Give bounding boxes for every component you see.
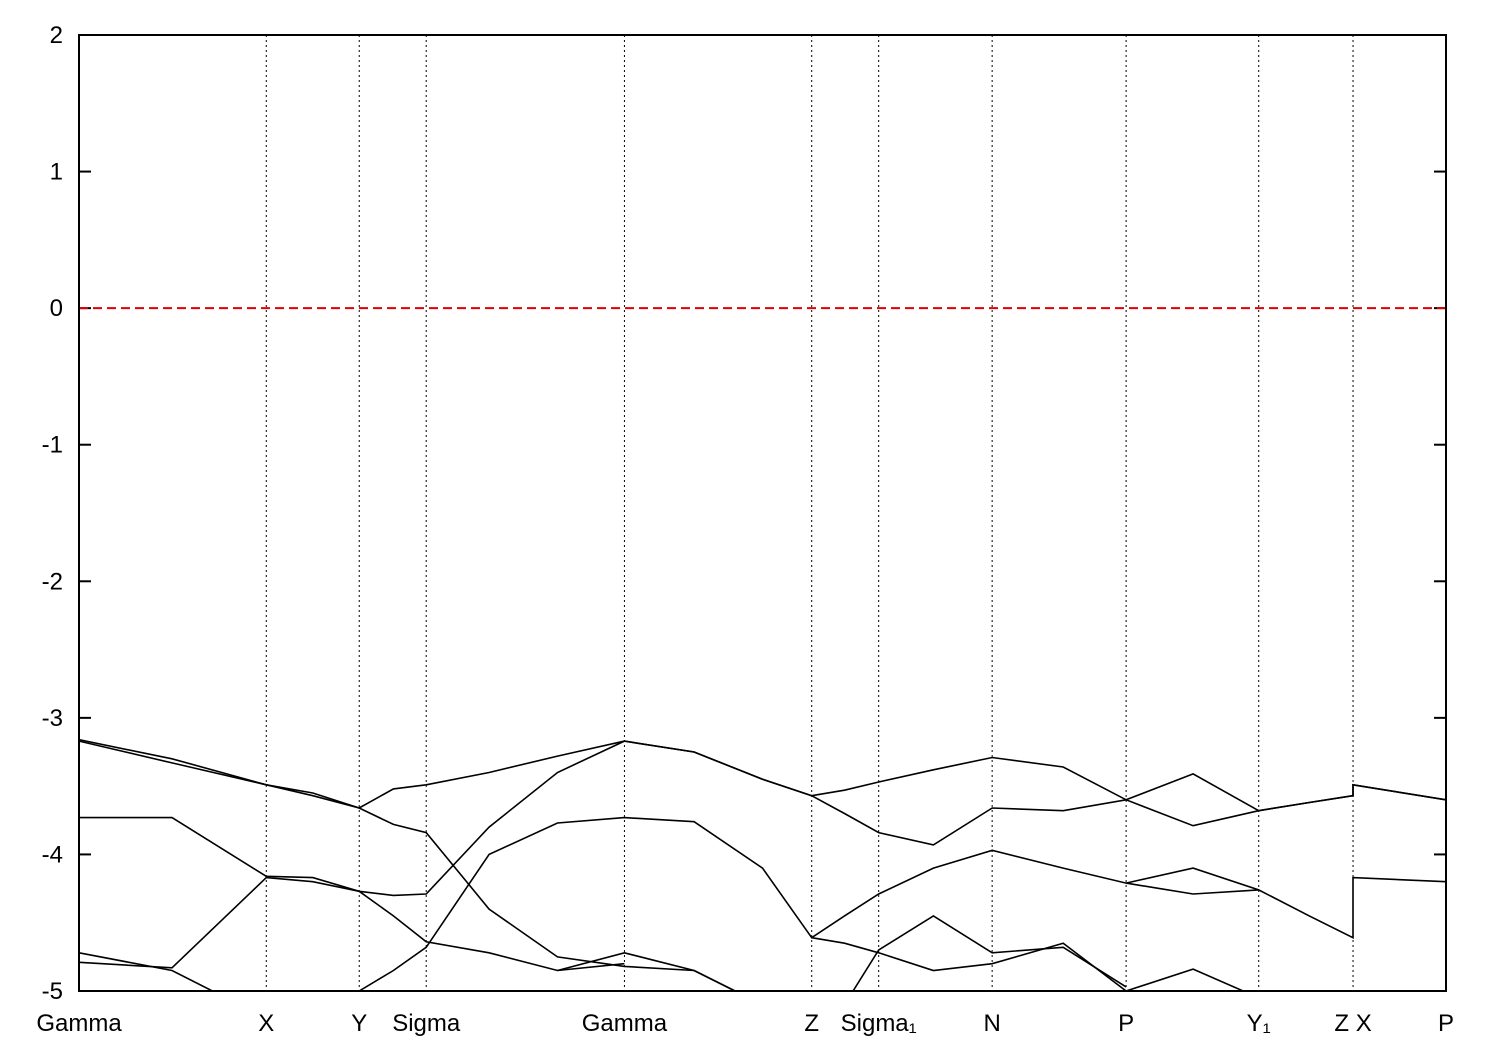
x-tick-label: X: [258, 1010, 274, 1037]
band-line: [79, 951, 737, 991]
x-tick-label: P: [1118, 1010, 1134, 1037]
y-tick-label: -5: [42, 978, 63, 1005]
x-tick-label: Gamma: [582, 1010, 668, 1037]
plot-area: [79, 738, 1446, 991]
x-tick-label: Z X: [1334, 1010, 1371, 1037]
x-tick-label: P: [1438, 1010, 1454, 1037]
y-tick-label: -2: [42, 568, 63, 595]
band-line: [852, 914, 1127, 991]
band-line: [79, 738, 1446, 812]
band-line: [358, 816, 1446, 991]
band-line: [79, 876, 625, 972]
band-line: [1125, 882, 1259, 895]
y-tick-label: -1: [42, 432, 63, 459]
x-tick-label: Y₁: [1247, 1010, 1271, 1037]
band-line: [79, 740, 1446, 897]
x-tick-label: Sigma₁: [841, 1010, 917, 1037]
x-tick-label: Gamma: [36, 1010, 122, 1037]
y-tick-label: 0: [50, 295, 63, 322]
band-line: [811, 936, 1246, 991]
y-tick-label: -3: [42, 705, 63, 732]
x-tick-label: Sigma: [392, 1010, 461, 1037]
y-tick-label: 2: [50, 22, 63, 49]
y-tick-label: -4: [42, 841, 63, 868]
x-tick-label: Z: [804, 1010, 819, 1037]
x-tick-label: Y: [351, 1010, 367, 1037]
plot-frame: [78, 34, 1447, 992]
x-tick-label: N: [983, 1010, 1000, 1037]
band-line: [79, 740, 737, 991]
y-tick-label: 1: [50, 159, 63, 186]
